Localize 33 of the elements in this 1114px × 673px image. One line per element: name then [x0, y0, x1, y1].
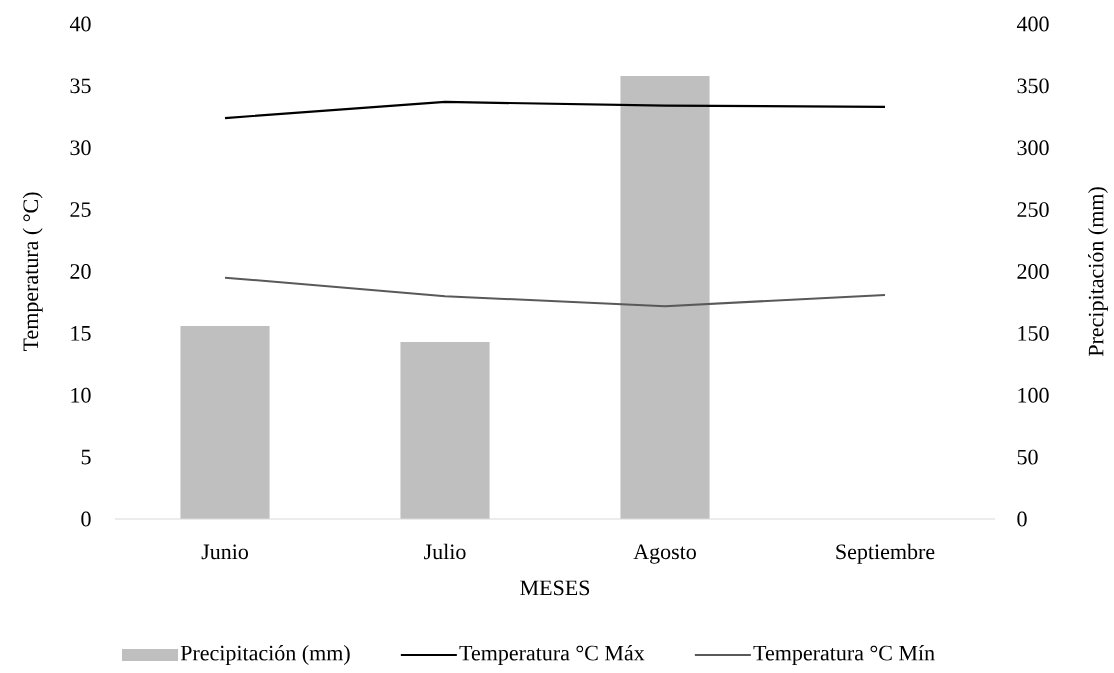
bar: [620, 75, 710, 519]
line-series: [224, 276, 887, 308]
y2-tick-label: 300: [1017, 140, 1049, 156]
legend-label: Temperatura °C Mín: [753, 644, 935, 665]
y-tick-label: 20: [70, 264, 91, 279]
y2-tick-label: 250: [1017, 202, 1049, 218]
y-tick-label: 0: [81, 511, 91, 527]
y2-tick-label: 400: [1016, 16, 1049, 32]
bar: [400, 342, 490, 519]
x-axis-title: MESES: [520, 580, 590, 596]
x-tick-label: Junio: [201, 544, 248, 560]
y-tick-label: 10: [71, 387, 91, 403]
y-tick-label: 25: [70, 202, 91, 218]
y-tick-label: 35: [70, 78, 91, 94]
y2-tick-label: 50: [1017, 449, 1038, 465]
y2-tick-label: 100: [1018, 387, 1049, 403]
y-axis-title: Temperatura ( °C): [22, 192, 43, 352]
y2-axis-title: Precipitación (mm): [1087, 187, 1108, 357]
y-tick-label: 30: [70, 140, 91, 156]
y-tick-label: 5: [81, 449, 91, 465]
legend-label: Precipitación (mm): [180, 644, 350, 665]
x-tick-label: Agosto: [633, 544, 696, 564]
y-tick-label: 40: [69, 16, 91, 32]
y2-tick-label: 150: [1018, 325, 1049, 341]
line-series: [223, 100, 887, 120]
y2-tick-label: 0: [1017, 511, 1027, 527]
x-tick-label: Septiembre: [836, 543, 935, 564]
bar: [180, 325, 270, 519]
legend-label: Temperatura °C Máx: [459, 644, 645, 665]
y-tick-label: 15: [71, 325, 91, 341]
x-tick-label: Julio: [424, 543, 466, 560]
y2-tick-label: 350: [1017, 78, 1049, 94]
y2-tick-label: 200: [1017, 264, 1049, 279]
